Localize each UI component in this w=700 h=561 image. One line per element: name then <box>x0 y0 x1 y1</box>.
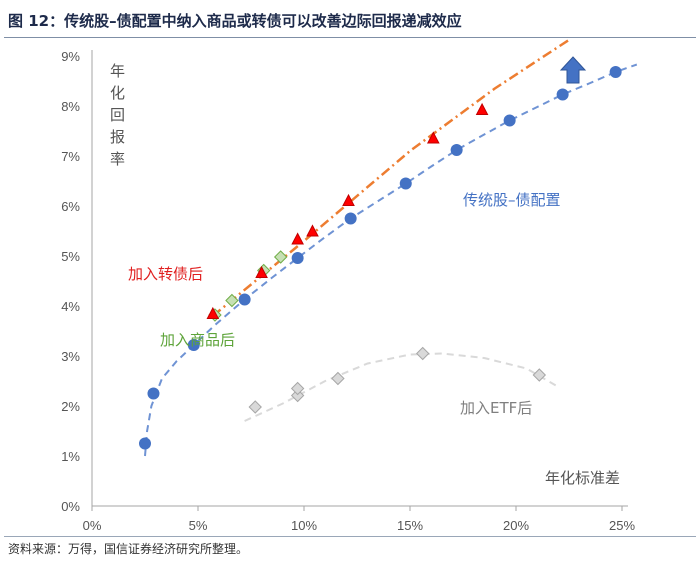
etf-trend-line <box>244 352 559 422</box>
x-tick-label: 5% <box>189 518 208 533</box>
source-divider <box>4 536 696 537</box>
chart: 0% 1% 2% 3% 4% 5% 6% 7% 8% 9% 0% 5% 10% 15% 20% 25% 年化回报… <box>61 37 638 533</box>
chart-trend-lines <box>144 37 638 457</box>
source-note: 资料来源：万得，国信证券经济研究所整理。 <box>8 542 249 556</box>
figure-title: 图 12：传统股–债配置中纳入商品或转债可以改善边际回报递减效应 <box>8 12 462 30</box>
x-tick-label: 25% <box>609 518 635 533</box>
chart-axes: 0% 1% 2% 3% 4% 5% 6% 7% 8% 9% 0% 5% 10% 15% 20% 25% 年化回报… <box>61 49 635 533</box>
convertible-point <box>206 306 220 319</box>
title-divider <box>4 37 696 38</box>
convertible-point <box>342 193 355 206</box>
convertible-point <box>291 232 304 245</box>
commodity-point <box>225 293 239 308</box>
y-tick-label: 2% <box>61 399 80 414</box>
stock-bond-point <box>344 212 357 225</box>
series-annotation: 加入转债后 <box>128 265 203 283</box>
y-tick-label: 8% <box>61 99 80 114</box>
stock-bond-point <box>503 114 516 127</box>
stock-bond-point <box>187 339 200 351</box>
convertible-point <box>475 102 489 115</box>
y-tick-label: 0% <box>61 499 80 514</box>
stock-bond-point <box>450 144 463 156</box>
stock-bond-point <box>399 177 412 190</box>
etf-point <box>331 371 345 386</box>
stock-bond-point <box>238 293 251 306</box>
y-tick-label: 3% <box>61 349 80 364</box>
x-tick-label: 0% <box>83 518 102 533</box>
y-tick-label: 4% <box>61 299 80 314</box>
stock-bond-point <box>139 437 151 450</box>
stock-bond-point <box>609 66 622 78</box>
series-annotation: 传统股–债配置 <box>463 191 561 209</box>
stock-bond-point <box>556 88 569 101</box>
x-tick-label: 20% <box>503 518 529 533</box>
etf-point <box>290 388 305 403</box>
chart-marks <box>139 56 622 450</box>
etf-point <box>532 368 547 382</box>
y-tick-label: 1% <box>61 449 80 464</box>
convertible-point <box>426 131 440 144</box>
y-axis-label: 年化回报率 <box>110 62 125 168</box>
stock-bond-point <box>147 387 160 400</box>
up-arrow-icon <box>559 56 587 84</box>
x-axis-label: 年化标准差 <box>545 469 620 487</box>
x-tick-label: 15% <box>397 518 423 533</box>
series-annotation: 加入ETF后 <box>460 399 532 417</box>
y-tick-label: 6% <box>61 199 80 214</box>
y-tick-label: 5% <box>61 249 80 264</box>
etf-point <box>416 346 430 361</box>
y-tick-label: 9% <box>61 49 80 64</box>
etf-point <box>248 400 262 414</box>
series-annotation: 加入商品后 <box>160 331 235 349</box>
etf-point <box>290 381 305 396</box>
convertible-point <box>306 224 319 237</box>
stock-bond-point <box>291 252 304 264</box>
commodity-point <box>273 250 288 264</box>
stock-bond-frontier-line <box>144 63 638 457</box>
x-tick-label: 10% <box>291 518 317 533</box>
convertible-point <box>255 265 268 278</box>
y-tick-label: 7% <box>61 149 80 164</box>
